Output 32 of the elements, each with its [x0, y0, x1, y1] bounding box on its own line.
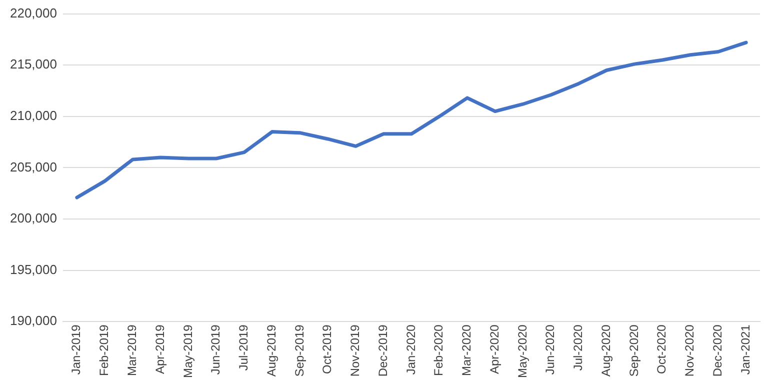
x-tick-label: Nov-2020 — [682, 324, 697, 377]
x-tick-label: May-2019 — [180, 324, 195, 378]
y-tick-label: 190,000 — [10, 313, 57, 328]
y-tick-label: 210,000 — [10, 108, 57, 123]
x-tick-label: Nov-2019 — [348, 324, 362, 377]
x-tick-label: Oct-2019 — [320, 324, 334, 374]
x-tick-label: Dec-2019 — [376, 324, 390, 377]
x-tick-label: Feb-2019 — [97, 324, 112, 376]
x-tick-label: Jun-2019 — [208, 324, 223, 375]
x-tick-label: Jul-2020 — [571, 324, 586, 371]
x-tick-label: Feb-2020 — [432, 324, 446, 376]
x-tick-label: Dec-2020 — [710, 324, 724, 377]
x-tick-label: Apr-2019 — [152, 324, 167, 374]
y-tick-label: 205,000 — [10, 159, 57, 174]
x-tick-label: Jan-2021 — [738, 324, 752, 375]
x-tick-label: Jun-2020 — [543, 324, 558, 375]
x-tick-label: Sep-2019 — [292, 324, 306, 377]
x-tick-label: Oct-2020 — [654, 324, 669, 374]
x-tick-label: Jan-2020 — [404, 324, 418, 375]
y-tick-label: 220,000 — [10, 5, 57, 20]
y-tick-label: 195,000 — [10, 262, 57, 277]
x-tick-label: Apr-2020 — [487, 324, 502, 374]
x-tick-label: Sep-2020 — [626, 324, 641, 377]
x-tick-label: Aug-2019 — [264, 324, 278, 377]
x-tick-label: Mar-2019 — [125, 324, 140, 376]
x-tick-label: Aug-2020 — [598, 324, 613, 377]
x-tick-label: Jul-2019 — [236, 324, 251, 371]
x-tick-label: May-2020 — [515, 324, 530, 378]
x-tick-label: Mar-2020 — [460, 324, 474, 376]
x-tick-label: Jan-2019 — [69, 324, 84, 375]
y-tick-label: 215,000 — [10, 56, 57, 72]
y-tick-label: 200,000 — [10, 210, 57, 226]
